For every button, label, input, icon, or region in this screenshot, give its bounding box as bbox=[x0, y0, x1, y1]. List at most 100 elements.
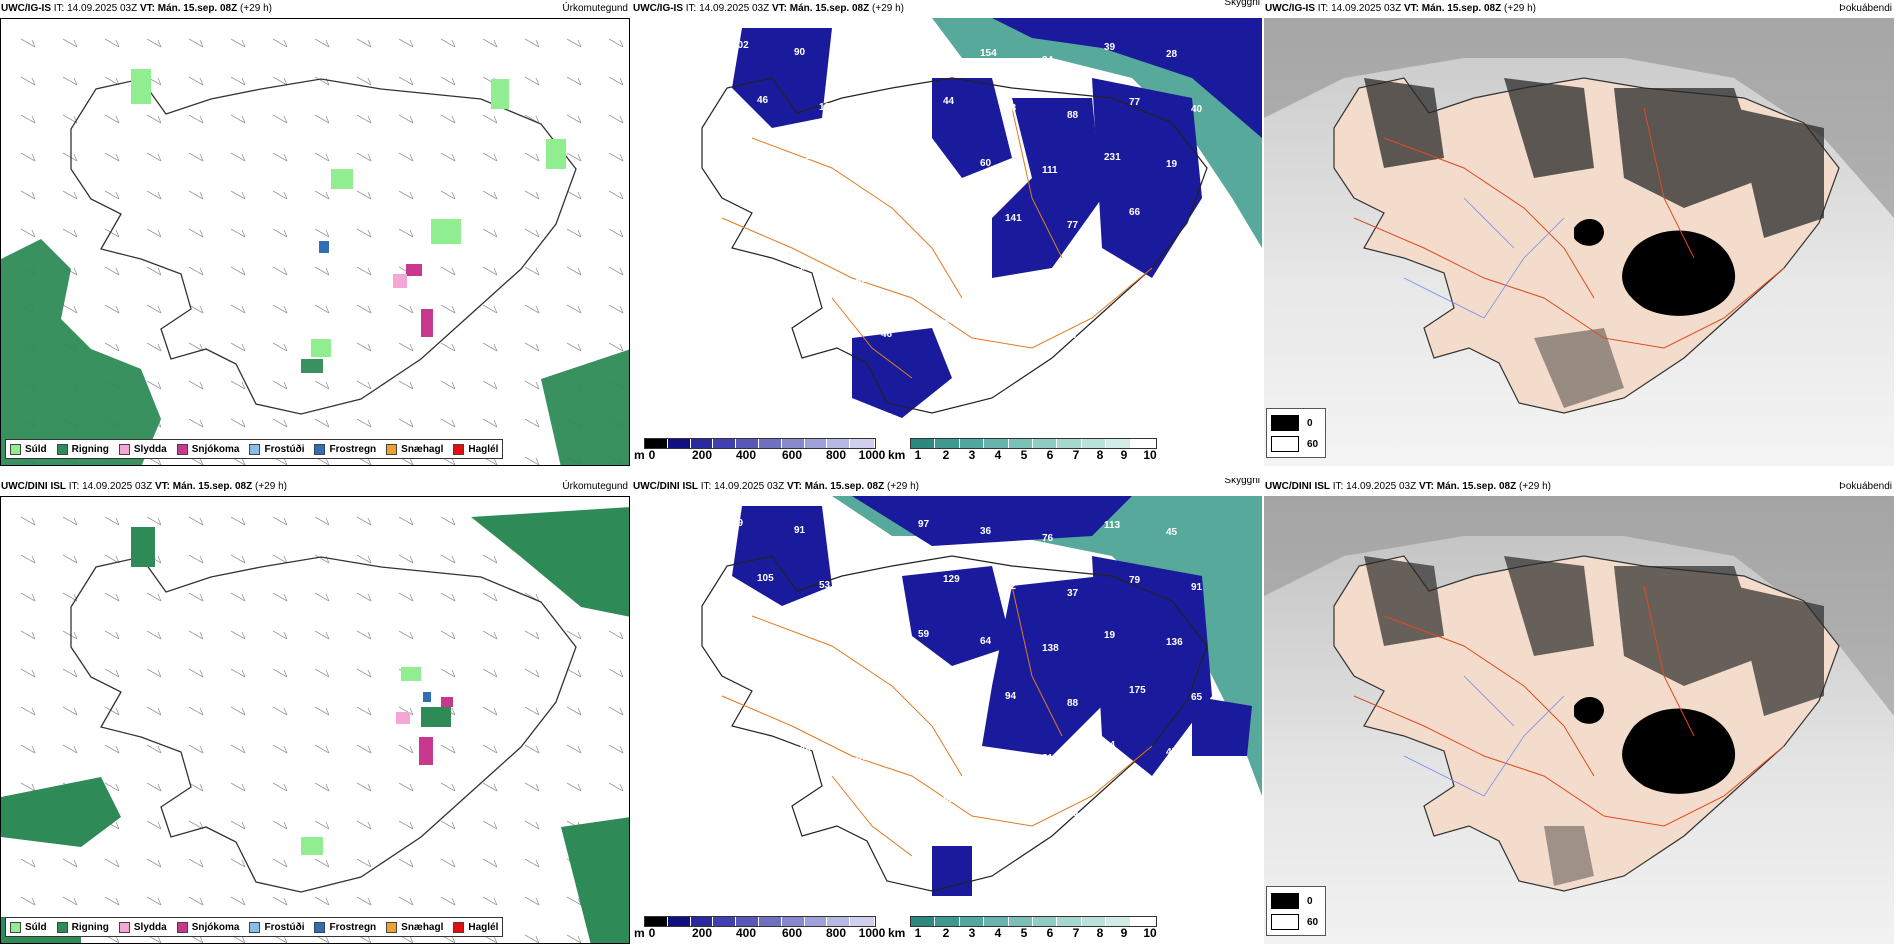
visibility-value-label: 34 bbox=[1042, 55, 1054, 66]
wind-barb bbox=[314, 630, 330, 640]
visibility-value-label: 40 bbox=[1191, 104, 1203, 115]
wind-barb bbox=[272, 668, 288, 678]
wind-barb bbox=[566, 266, 582, 276]
visibility-m-colorbar: m 0 200 400 600 800 1000 bbox=[634, 438, 885, 462]
legend-swatch bbox=[386, 921, 398, 933]
wind-barb bbox=[524, 38, 540, 48]
iceland-visibility-map: 79 91 92 97 36 76 113 45 105 53 33 129 52 37 79 91 77 85 1… bbox=[701, 496, 1262, 896]
wind-barb bbox=[230, 820, 246, 830]
wind-barb bbox=[146, 820, 162, 830]
colorbar-tick: 6 bbox=[1046, 926, 1054, 940]
model-name: UWC/IG-IS bbox=[633, 3, 683, 14]
wind-barb bbox=[104, 668, 120, 678]
wind-barb bbox=[356, 592, 372, 602]
visibility-value-label: 42 bbox=[1005, 801, 1017, 812]
visibility-value-label: 101 bbox=[1191, 802, 1208, 813]
legend-swatch bbox=[453, 921, 465, 933]
wind-barb bbox=[608, 744, 624, 754]
legend-item: Snjókoma bbox=[176, 921, 239, 933]
wind-barb bbox=[188, 858, 204, 868]
wind-barb bbox=[482, 342, 498, 352]
colorbar-tick: 1000 bbox=[858, 926, 886, 940]
wind-barb bbox=[230, 380, 246, 390]
visibility-map: 79 91 92 97 36 76 113 45 105 53 33 129 52 37 79 91 77 85 1… bbox=[632, 496, 1262, 944]
wind-barb bbox=[188, 228, 204, 238]
wind-barb bbox=[146, 228, 162, 238]
wind-barb bbox=[62, 744, 78, 754]
colorbar-tick: 200 bbox=[691, 926, 713, 940]
wind-barb bbox=[356, 858, 372, 868]
colorbar-tick: 9 bbox=[1120, 448, 1128, 462]
wind-barb bbox=[482, 190, 498, 200]
wind-barb bbox=[230, 516, 246, 526]
colorbar-tick: 8 bbox=[1096, 926, 1104, 940]
visibility-value-label: 74 bbox=[980, 746, 992, 757]
wind-barb bbox=[104, 114, 120, 124]
colorbar-tick: 400 bbox=[735, 448, 757, 462]
wind-barb bbox=[566, 152, 582, 162]
wind-barb bbox=[356, 668, 372, 678]
wind-barb bbox=[482, 858, 498, 868]
colorbar-tick: 1 bbox=[914, 926, 922, 940]
wind-barb bbox=[524, 342, 540, 352]
wind-barb bbox=[314, 744, 330, 754]
fog-map: 0 60 bbox=[1264, 18, 1894, 466]
panel-title: Skyggni bbox=[1224, 0, 1260, 8]
legend-item: Snæhagl bbox=[386, 921, 443, 933]
wind-barb bbox=[608, 76, 624, 86]
wind-barb bbox=[188, 304, 204, 314]
wind-barb bbox=[314, 418, 330, 428]
wind-barb bbox=[314, 782, 330, 792]
wind-barb bbox=[440, 380, 456, 390]
visibility-value-label: 19 bbox=[1104, 630, 1116, 641]
panel-header: UWC/DINI ISL IT: 14.09.2025 03Z VT: Mán.… bbox=[0, 478, 630, 496]
legend-label: Haglél bbox=[468, 921, 499, 933]
colorbar-tick: 600 bbox=[781, 926, 803, 940]
legend-label: Frostúði bbox=[264, 921, 305, 933]
precip-legend: Súld Rigning Slydda Snjókoma Frostúði Fr… bbox=[5, 917, 504, 937]
visibility-value-label: 55 bbox=[732, 738, 744, 749]
legend-item: Snjókoma bbox=[176, 443, 239, 455]
wind-barb bbox=[524, 896, 540, 906]
lead-time: (+29 h) bbox=[1519, 481, 1551, 492]
wind-barb bbox=[398, 228, 414, 238]
wind-barb bbox=[356, 342, 372, 352]
legend-swatch bbox=[10, 443, 21, 455]
init-time: IT: 14.09.2025 03Z bbox=[1317, 3, 1402, 14]
wind-barb bbox=[356, 418, 372, 428]
visibility-value-label: 79 bbox=[1129, 575, 1141, 586]
model-name: UWC/DINI ISL bbox=[633, 481, 698, 492]
wind-barb bbox=[482, 380, 498, 390]
wind-barb bbox=[440, 668, 456, 678]
wind-barb bbox=[272, 228, 288, 238]
wind-barb bbox=[314, 516, 330, 526]
visibility-value-label: 41 bbox=[1129, 317, 1141, 328]
wind-barb bbox=[314, 896, 330, 906]
visibility-value-label: 40 bbox=[757, 205, 769, 216]
wind-barb bbox=[356, 630, 372, 640]
visibility-value-label: 59 bbox=[918, 629, 930, 640]
precip-map: Súld Rigning Slydda Snjókoma Frostúði Fr… bbox=[0, 496, 630, 944]
wind-barb bbox=[482, 630, 498, 640]
visibility-value-label: 34 bbox=[1042, 863, 1054, 874]
wind-barb bbox=[20, 858, 36, 868]
fog-legend-row: 60 bbox=[1271, 436, 1318, 452]
wind-barb bbox=[272, 554, 288, 564]
wind-barb bbox=[146, 152, 162, 162]
visibility-value-label: 91 bbox=[1191, 582, 1203, 593]
panel-visibility-igis: UWC/IG-IS IT: 14.09.2025 03Z VT: Mán. 15… bbox=[632, 0, 1262, 466]
visibility-value-label: 55 bbox=[943, 794, 955, 805]
legend-label: Súld bbox=[25, 921, 47, 933]
fog-legend-row: 0 bbox=[1271, 415, 1313, 431]
visibility-value-label: 136 bbox=[1166, 637, 1183, 648]
legend-label: Snæhagl bbox=[401, 443, 444, 455]
wind-barb bbox=[608, 706, 624, 716]
wind-barb bbox=[524, 266, 540, 276]
colorbar-unit: m bbox=[634, 448, 645, 462]
wind-barb bbox=[104, 896, 120, 906]
colorbar-tick: 200 bbox=[691, 448, 713, 462]
wind-barb bbox=[440, 190, 456, 200]
visibility-value-label: 91 bbox=[794, 525, 806, 536]
visibility-value-label: 49 bbox=[1129, 795, 1141, 806]
wind-barb bbox=[356, 706, 372, 716]
